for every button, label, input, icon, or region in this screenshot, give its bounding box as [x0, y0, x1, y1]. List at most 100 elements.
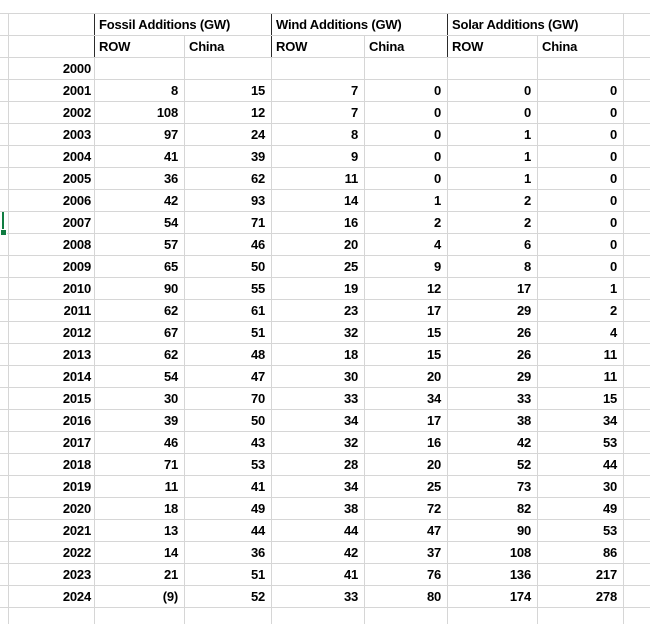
- cell-solar-row[interactable]: 1: [448, 124, 538, 145]
- cell-fossil-row[interactable]: 8: [95, 80, 185, 101]
- cell-fossil-china[interactable]: 36: [185, 542, 272, 563]
- cell-fossil-china[interactable]: 12: [185, 102, 272, 123]
- cell-year[interactable]: 2002: [9, 102, 95, 123]
- cell-wind-row[interactable]: 11: [272, 168, 365, 189]
- subheader-solar-row[interactable]: ROW: [448, 36, 538, 57]
- cell-solar-row[interactable]: 26: [448, 344, 538, 365]
- cell-fossil-china[interactable]: 48: [185, 344, 272, 365]
- cell-wind-china[interactable]: 9: [365, 256, 448, 277]
- cell-blank[interactable]: [365, 608, 448, 624]
- cell-edge-sliver[interactable]: [0, 410, 9, 431]
- cell-edge-sliver[interactable]: [624, 190, 650, 211]
- cell-solar-china[interactable]: 217: [538, 564, 624, 585]
- cell-solar-china[interactable]: 4: [538, 322, 624, 343]
- cell-fossil-china[interactable]: 41: [185, 476, 272, 497]
- cell-year[interactable]: 2019: [9, 476, 95, 497]
- cell-wind-china[interactable]: 0: [365, 124, 448, 145]
- cell-fossil-china[interactable]: 51: [185, 564, 272, 585]
- cell-solar-china[interactable]: 0: [538, 146, 624, 167]
- cell-wind-china[interactable]: 4: [365, 234, 448, 255]
- cell-edge-sliver[interactable]: [0, 256, 9, 277]
- cell-edge-sliver[interactable]: [0, 190, 9, 211]
- cell-fossil-china[interactable]: 51: [185, 322, 272, 343]
- cell-fossil-row[interactable]: 67: [95, 322, 185, 343]
- cell-edge-sliver[interactable]: [624, 146, 650, 167]
- cell-wind-row[interactable]: 32: [272, 322, 365, 343]
- subheader-fossil-row[interactable]: ROW: [95, 36, 185, 57]
- cell-solar-china[interactable]: 2: [538, 300, 624, 321]
- cell-year[interactable]: 2013: [9, 344, 95, 365]
- cell-edge-sliver[interactable]: [624, 168, 650, 189]
- cell-year[interactable]: 2024: [9, 586, 95, 607]
- cell-wind-china[interactable]: 0: [365, 146, 448, 167]
- cell-solar-row[interactable]: 2: [448, 190, 538, 211]
- cell-fossil-china[interactable]: 93: [185, 190, 272, 211]
- cell-solar-row[interactable]: [448, 58, 538, 79]
- cell-blank[interactable]: [538, 608, 624, 624]
- cell-fossil-row[interactable]: 46: [95, 432, 185, 453]
- cell-fossil-china[interactable]: 15: [185, 80, 272, 101]
- cell-fossil-row[interactable]: 57: [95, 234, 185, 255]
- cell-wind-china[interactable]: 17: [365, 300, 448, 321]
- cell-wind-row[interactable]: 41: [272, 564, 365, 585]
- cell-fossil-row[interactable]: 30: [95, 388, 185, 409]
- cell-fossil-china[interactable]: 71: [185, 212, 272, 233]
- cell-year[interactable]: 2007: [9, 212, 95, 233]
- cell-year-header-blank[interactable]: [9, 36, 95, 57]
- cell-year[interactable]: 2004: [9, 146, 95, 167]
- cell-wind-row[interactable]: 20: [272, 234, 365, 255]
- cell-wind-china[interactable]: 37: [365, 542, 448, 563]
- cell-solar-row[interactable]: 29: [448, 366, 538, 387]
- cell-solar-china[interactable]: 0: [538, 256, 624, 277]
- cell-solar-china[interactable]: 30: [538, 476, 624, 497]
- cell-edge-sliver[interactable]: [624, 542, 650, 563]
- cell-fossil-row[interactable]: 71: [95, 454, 185, 475]
- cell-fossil-china[interactable]: 44: [185, 520, 272, 541]
- cell-edge-sliver[interactable]: [0, 278, 9, 299]
- subheader-solar-china[interactable]: China: [538, 36, 624, 57]
- cell-year[interactable]: 2000: [9, 58, 95, 79]
- cell-wind-china[interactable]: 0: [365, 168, 448, 189]
- cell-year-header-blank[interactable]: [9, 14, 95, 35]
- cell-solar-row[interactable]: 82: [448, 498, 538, 519]
- cell-edge-sliver[interactable]: [0, 454, 9, 475]
- cell-edge-sliver[interactable]: [624, 388, 650, 409]
- cell-solar-china[interactable]: 15: [538, 388, 624, 409]
- cell-fossil-row[interactable]: 21: [95, 564, 185, 585]
- cell-wind-china[interactable]: [365, 58, 448, 79]
- cell-edge-sliver[interactable]: [0, 58, 9, 79]
- cell-edge-sliver[interactable]: [0, 564, 9, 585]
- cell-year[interactable]: 2001: [9, 80, 95, 101]
- cell-edge-sliver[interactable]: [624, 344, 650, 365]
- cell-solar-china[interactable]: 53: [538, 432, 624, 453]
- cell-fossil-row[interactable]: 13: [95, 520, 185, 541]
- cell-fossil-row[interactable]: 90: [95, 278, 185, 299]
- cell-year[interactable]: 2006: [9, 190, 95, 211]
- cell-edge-sliver[interactable]: [624, 234, 650, 255]
- cell-edge-sliver[interactable]: [624, 212, 650, 233]
- cell-fossil-row[interactable]: 62: [95, 300, 185, 321]
- cell-year[interactable]: 2011: [9, 300, 95, 321]
- cell-fossil-row[interactable]: [95, 58, 185, 79]
- cell-solar-row[interactable]: 174: [448, 586, 538, 607]
- cell-blank[interactable]: [185, 608, 272, 624]
- cell-fossil-china[interactable]: 46: [185, 234, 272, 255]
- cell-solar-row[interactable]: 0: [448, 80, 538, 101]
- cell-fossil-row[interactable]: 41: [95, 146, 185, 167]
- cell-edge-sliver[interactable]: [624, 322, 650, 343]
- cell-solar-row[interactable]: 26: [448, 322, 538, 343]
- cell-solar-china[interactable]: 53: [538, 520, 624, 541]
- cell-fossil-row[interactable]: 18: [95, 498, 185, 519]
- cell-edge-sliver[interactable]: [0, 300, 9, 321]
- cell-fossil-china[interactable]: 61: [185, 300, 272, 321]
- cell-wind-china[interactable]: 80: [365, 586, 448, 607]
- cell-fossil-row[interactable]: 39: [95, 410, 185, 431]
- cell-fossil-china[interactable]: 43: [185, 432, 272, 453]
- cell-edge-sliver[interactable]: [0, 366, 9, 387]
- cell-wind-china[interactable]: 72: [365, 498, 448, 519]
- cell-fossil-row[interactable]: 42: [95, 190, 185, 211]
- cell-wind-row[interactable]: 23: [272, 300, 365, 321]
- cell-solar-row[interactable]: 52: [448, 454, 538, 475]
- cell-edge-sliver[interactable]: [624, 410, 650, 431]
- cell-year[interactable]: 2009: [9, 256, 95, 277]
